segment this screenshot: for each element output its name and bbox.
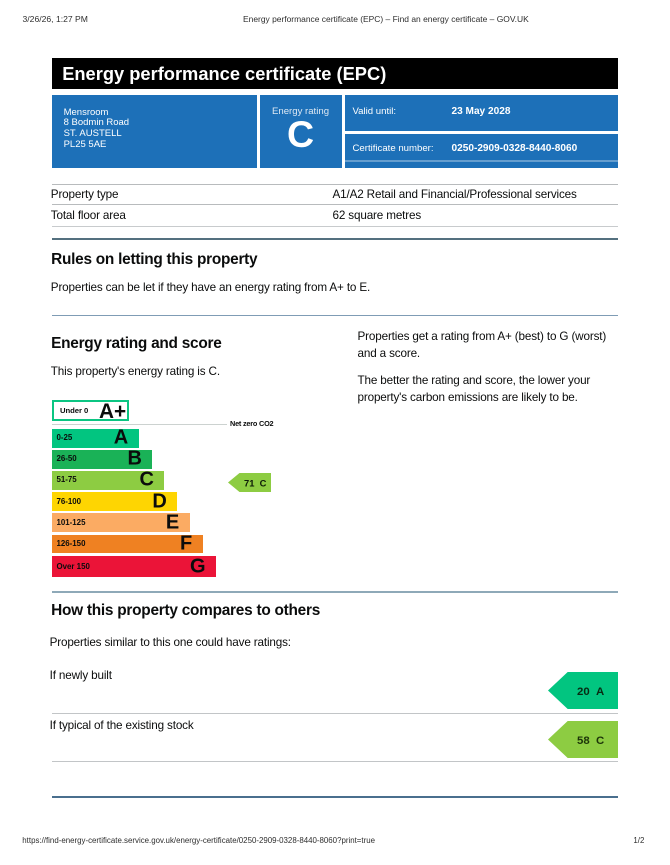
svg-text:71 C: 71 C (244, 477, 267, 488)
svg-text:58 C: 58 C (577, 735, 604, 747)
svg-text:20 A: 20 A (577, 686, 604, 698)
